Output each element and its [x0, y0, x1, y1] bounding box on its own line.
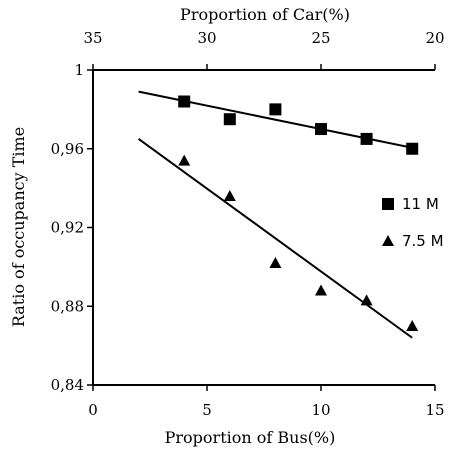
legend-square-icon	[382, 198, 394, 210]
triangle-marker	[406, 319, 419, 331]
x-tick-label: 5	[202, 401, 212, 419]
legend-label-series-1: 11 M	[402, 195, 439, 213]
y-tick-label: 0,88	[51, 297, 84, 315]
ticks	[87, 64, 436, 391]
y-tick-label: 0,84	[51, 376, 84, 394]
legend-triangle-icon	[382, 235, 394, 246]
square-marker	[360, 132, 373, 145]
square-marker	[223, 113, 236, 126]
x-tick-label: 10	[311, 401, 330, 419]
x2-tick-label: 30	[197, 29, 216, 47]
y-tick-label: 0,92	[51, 219, 84, 237]
square-marker	[269, 103, 282, 116]
x2-tick-label: 20	[425, 29, 444, 47]
x2-tick-label: 25	[311, 29, 330, 47]
triangle-marker	[315, 284, 327, 296]
triangle-marker	[269, 256, 282, 268]
legend: 11 M 7.5 M	[382, 195, 444, 250]
x2-axis-title: Proportion of Car(%)	[180, 5, 350, 24]
y-axis-title: Ratio of occupancy Time	[9, 127, 28, 327]
x2-tick-label: 35	[83, 29, 102, 47]
y-tick-label: 0,96	[51, 140, 84, 158]
square-marker	[178, 95, 191, 108]
tick-labels: 0 5 10 15 35 30 25 20 0,84 0,88 0,92 0,96 1	[51, 29, 445, 419]
x-axis-title: Proportion of Bus(%)	[165, 428, 336, 447]
data-points	[178, 95, 419, 331]
legend-label-series-2: 7.5 M	[402, 232, 444, 250]
y-tick-label: 1	[74, 61, 84, 79]
trendlines	[138, 90, 413, 339]
triangle-marker	[360, 294, 373, 306]
trendline-series-2	[138, 138, 413, 339]
square-marker	[315, 123, 327, 136]
x-tick-label: 15	[425, 401, 444, 419]
triangle-marker	[223, 190, 236, 201]
triangle-marker	[178, 154, 191, 166]
x-tick-label: 0	[88, 401, 98, 419]
square-marker	[406, 142, 419, 155]
